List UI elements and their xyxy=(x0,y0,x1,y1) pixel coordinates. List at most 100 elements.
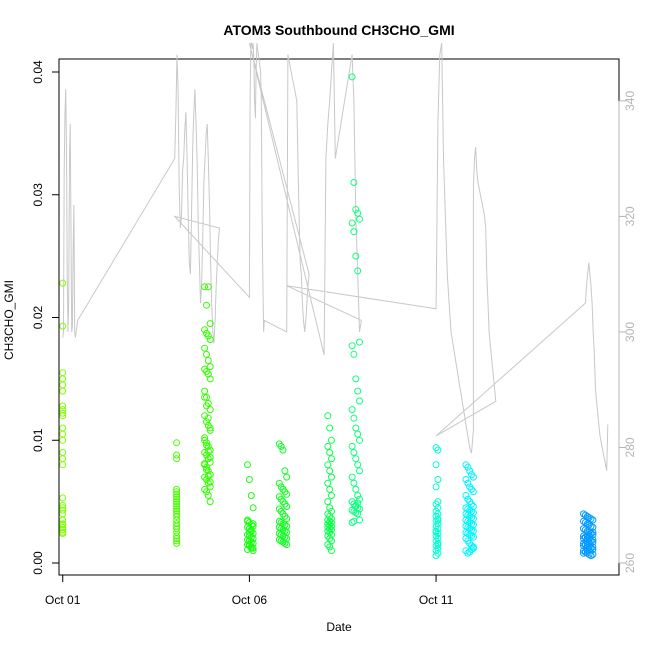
y-tick-label: 0.02 xyxy=(31,305,45,329)
series-line xyxy=(62,42,609,471)
data-point xyxy=(59,409,67,417)
data-point xyxy=(283,473,291,481)
data-point xyxy=(581,519,589,526)
data-point xyxy=(173,455,181,463)
data-point xyxy=(464,463,472,471)
data-point xyxy=(354,492,362,499)
data-point xyxy=(326,449,334,456)
data-point xyxy=(352,485,360,493)
data-point xyxy=(173,537,181,545)
data-point xyxy=(581,526,589,534)
line-series-layer xyxy=(62,42,609,471)
data-point xyxy=(462,492,470,499)
data-point xyxy=(356,338,363,346)
data-point xyxy=(328,473,335,481)
data-point xyxy=(354,510,362,518)
data-point xyxy=(279,446,287,454)
data-point xyxy=(59,501,67,509)
data-point xyxy=(59,516,67,524)
y-tick-label: 0.01 xyxy=(31,428,45,452)
data-point xyxy=(203,451,210,459)
data-point xyxy=(203,488,210,496)
data-point xyxy=(356,397,363,405)
y-tick-label: 0.04 xyxy=(31,60,45,84)
data-point xyxy=(469,533,477,541)
data-point xyxy=(173,505,181,513)
data-point xyxy=(356,215,363,223)
data-point xyxy=(328,537,335,545)
data-point xyxy=(206,336,214,344)
data-point xyxy=(204,332,212,340)
data-point xyxy=(587,544,595,552)
data-point xyxy=(350,449,358,456)
data-point xyxy=(589,523,597,531)
data-point xyxy=(348,473,356,481)
data-point xyxy=(201,283,209,291)
data-point xyxy=(173,488,181,496)
data-point xyxy=(434,476,442,483)
data-point xyxy=(352,375,360,383)
data-point xyxy=(173,493,181,501)
data-point xyxy=(434,541,442,549)
data-point xyxy=(324,412,332,420)
data-point xyxy=(350,228,358,236)
axis-layer: Oct 01 Oct 06 Oct 11 0.00 0.01 0.02 0.03 0.04 26… xyxy=(31,60,637,607)
data-point xyxy=(580,517,587,525)
data-point xyxy=(581,533,589,541)
data-point xyxy=(173,503,181,510)
data-point xyxy=(580,542,587,550)
data-point xyxy=(249,547,257,555)
data-point xyxy=(326,504,334,512)
data-point xyxy=(587,515,595,523)
data-point xyxy=(59,402,67,410)
data-point xyxy=(59,436,67,444)
data-point xyxy=(173,525,181,533)
data-point xyxy=(201,344,209,352)
data-point xyxy=(352,455,360,463)
data-point xyxy=(203,301,210,309)
data-point xyxy=(354,461,362,469)
data-point xyxy=(352,206,360,213)
data-point xyxy=(464,549,472,557)
data-point xyxy=(245,541,253,549)
x-tick-label: Oct 01 xyxy=(45,593,81,607)
y2-tick-label: 320 xyxy=(623,206,637,226)
y2-tick-label: 280 xyxy=(623,437,637,457)
data-point xyxy=(204,472,212,480)
data-point xyxy=(326,543,334,551)
y-axis-label: CH3CHO_GMI xyxy=(2,280,16,360)
data-point xyxy=(204,455,212,463)
data-point xyxy=(173,500,181,508)
data-point xyxy=(244,461,251,469)
data-point xyxy=(589,516,597,524)
data-point xyxy=(283,515,291,523)
data-point xyxy=(324,442,332,450)
data-point xyxy=(326,485,334,493)
data-point xyxy=(206,406,214,414)
data-point xyxy=(203,418,210,426)
data-point xyxy=(589,528,597,536)
data-point xyxy=(328,492,335,499)
data-point xyxy=(350,479,358,487)
data-point xyxy=(204,479,212,487)
data-point xyxy=(203,463,210,471)
data-point xyxy=(173,507,181,515)
data-point xyxy=(348,442,356,450)
data-point xyxy=(206,320,214,328)
data-point xyxy=(206,453,214,461)
data-point xyxy=(206,363,214,371)
data-point xyxy=(173,490,181,498)
data-point xyxy=(589,543,597,551)
y-tick-label: 0.00 xyxy=(31,551,45,575)
data-point xyxy=(247,526,255,534)
data-point xyxy=(432,528,440,536)
data-point xyxy=(59,461,67,469)
data-point xyxy=(434,446,442,454)
data-point xyxy=(173,451,181,459)
data-point xyxy=(173,535,181,542)
chart-title: ATOM3 Southbound CH3CHO_GMI xyxy=(223,22,454,38)
data-point xyxy=(352,252,360,260)
data-point xyxy=(59,494,67,502)
data-point xyxy=(326,467,334,475)
